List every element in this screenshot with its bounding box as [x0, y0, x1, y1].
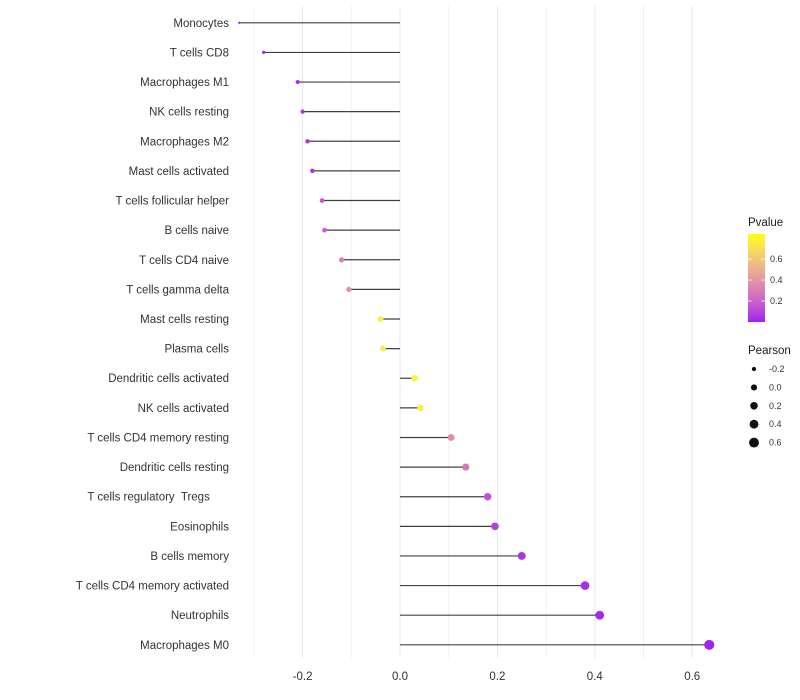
- y-axis-label: NK cells activated: [138, 403, 229, 415]
- lollipop-dot: [319, 198, 325, 203]
- lollipop-dot: [462, 463, 470, 471]
- y-axis-label: T cells gamma delta: [126, 284, 229, 296]
- lollipop-row: Dendritic cells activated: [108, 373, 418, 385]
- y-axis-label: Dendritic cells activated: [108, 373, 229, 385]
- lollipop-dot: [377, 316, 384, 322]
- lollipop-rows: Monocytes T cells CD8 Macrophages M1 NK cel…: [76, 18, 715, 652]
- lollipop-row: Monocytes: [173, 18, 400, 30]
- pvalue-legend-title: Pvalue: [748, 217, 783, 229]
- lollipop-row: Mast cells resting: [140, 314, 400, 326]
- lollipop-dot: [491, 522, 499, 531]
- y-axis-label: Neutrophils: [171, 610, 229, 622]
- pearson-legend-dot: [749, 419, 759, 429]
- lollipop-dot: [411, 375, 418, 382]
- y-axis-label: Eosinophils: [170, 521, 229, 533]
- pearson-legend-label: 0.4: [769, 419, 782, 429]
- y-axis-label: B cells naive: [164, 225, 229, 237]
- lollipop-row: Mast cells activated: [129, 166, 400, 178]
- x-axis-tick-label: -0.2: [293, 671, 313, 683]
- y-axis-label: B cells memory: [150, 551, 229, 563]
- lollipop-row: T cells follicular helper: [115, 196, 400, 208]
- pearson-legend-label: -0.2: [769, 364, 785, 374]
- pearson-legend-label: 0.0: [769, 382, 782, 392]
- lollipop-dot: [704, 639, 715, 650]
- y-axis-label: Mast cells resting: [140, 314, 229, 326]
- lollipop-row: NK cells resting: [149, 107, 400, 119]
- gridlines: [253, 6, 693, 658]
- y-axis-label: T cells CD4 memory activated: [76, 581, 229, 593]
- lollipop-dot: [310, 168, 315, 174]
- pearson-legend-label: 0.2: [769, 401, 782, 411]
- lollipop-dot: [322, 227, 327, 233]
- y-axis-label: NK cells resting: [149, 107, 229, 119]
- lollipop-dot: [580, 581, 590, 590]
- lollipop-row: T cells CD4 naive: [139, 255, 400, 267]
- x-axis-tick-label: 0.4: [587, 671, 604, 683]
- lollipop-row: Eosinophils: [170, 521, 499, 533]
- y-axis-label: Macrophages M2: [140, 136, 229, 148]
- lollipop-row: NK cells activated: [138, 403, 424, 415]
- lollipop-dot: [300, 109, 305, 114]
- y-axis-label: Monocytes: [173, 18, 229, 30]
- lollipop-dot: [305, 139, 310, 144]
- lollipop-row: T cells gamma delta: [126, 284, 400, 296]
- lollipop-dot: [517, 552, 526, 560]
- pearson-legend-dot: [750, 402, 758, 410]
- lollipop-row: Plasma cells: [164, 344, 400, 356]
- pearson-legend-label: 0.6: [769, 438, 782, 448]
- y-axis-label: Macrophages M1: [140, 77, 229, 89]
- lollipop-dot: [262, 50, 266, 55]
- pvalue-tick-label: 0.2: [770, 296, 783, 306]
- lollipop-row: Macrophages M0: [140, 639, 715, 652]
- y-axis-label: Plasma cells: [164, 344, 229, 356]
- lollipop-row: Neutrophils: [171, 610, 605, 622]
- y-axis-label: Macrophages M0: [140, 640, 229, 652]
- y-axis-label: T cells CD8: [170, 47, 229, 59]
- y-axis-label: T cells regulatory Tregs: [87, 492, 229, 504]
- pearson-legend-dot: [750, 384, 758, 391]
- lollipop-dot: [483, 492, 492, 501]
- lollipop-row: Macrophages M1: [140, 77, 400, 89]
- lollipop-dot: [295, 79, 300, 85]
- pvalue-tick-label: 0.6: [770, 254, 783, 264]
- lollipop-dot: [238, 21, 241, 24]
- lollipop-row: B cells memory: [150, 551, 526, 563]
- lollipop-dot: [447, 434, 455, 441]
- lollipop-dot: [380, 345, 386, 352]
- x-axis-tick-label: 0.6: [684, 671, 700, 683]
- lollipop-row: T cells regulatory Tregs: [87, 492, 492, 504]
- x-axis-tick-label: 0.2: [489, 671, 505, 683]
- lollipop-row: Dendritic cells resting: [120, 462, 470, 474]
- lollipop-row: T cells CD4 memory activated: [76, 581, 590, 593]
- x-axis: -0.2 0.0 0.2 0.4 0.6: [293, 671, 701, 683]
- lollipop-dot: [346, 286, 352, 293]
- y-axis-label: T cells follicular helper: [115, 196, 229, 208]
- lollipop-dot: [338, 257, 345, 263]
- pvalue-tick-label: 0.4: [770, 275, 783, 285]
- lollipop-row: Macrophages M2: [140, 136, 400, 148]
- pearson-legend-dot: [749, 437, 759, 448]
- lollipop-row: T cells CD8: [170, 47, 400, 59]
- y-axis-label: T cells CD4 memory resting: [87, 432, 229, 444]
- lollipop-row: T cells CD4 memory resting: [87, 432, 455, 444]
- pearson-legend-title: Pearson: [748, 345, 791, 357]
- lollipop-dot: [417, 404, 424, 412]
- pvalue-legend: Pvalue 0.2 0.4 0.6: [748, 217, 783, 322]
- pearson-legend-dot: [751, 366, 757, 372]
- y-axis-label: T cells CD4 naive: [139, 255, 229, 267]
- pvalue-colorbar: [748, 234, 765, 322]
- lollipop-row: B cells naive: [164, 225, 400, 237]
- lollipop-dot: [595, 610, 605, 620]
- y-axis-label: Dendritic cells resting: [120, 462, 229, 474]
- pearson-legend: Pearson -0.2 0.0 0.2 0.4 0.6: [748, 345, 791, 448]
- x-axis-tick-label: 0.0: [392, 671, 408, 683]
- y-axis-label: Mast cells activated: [129, 166, 229, 178]
